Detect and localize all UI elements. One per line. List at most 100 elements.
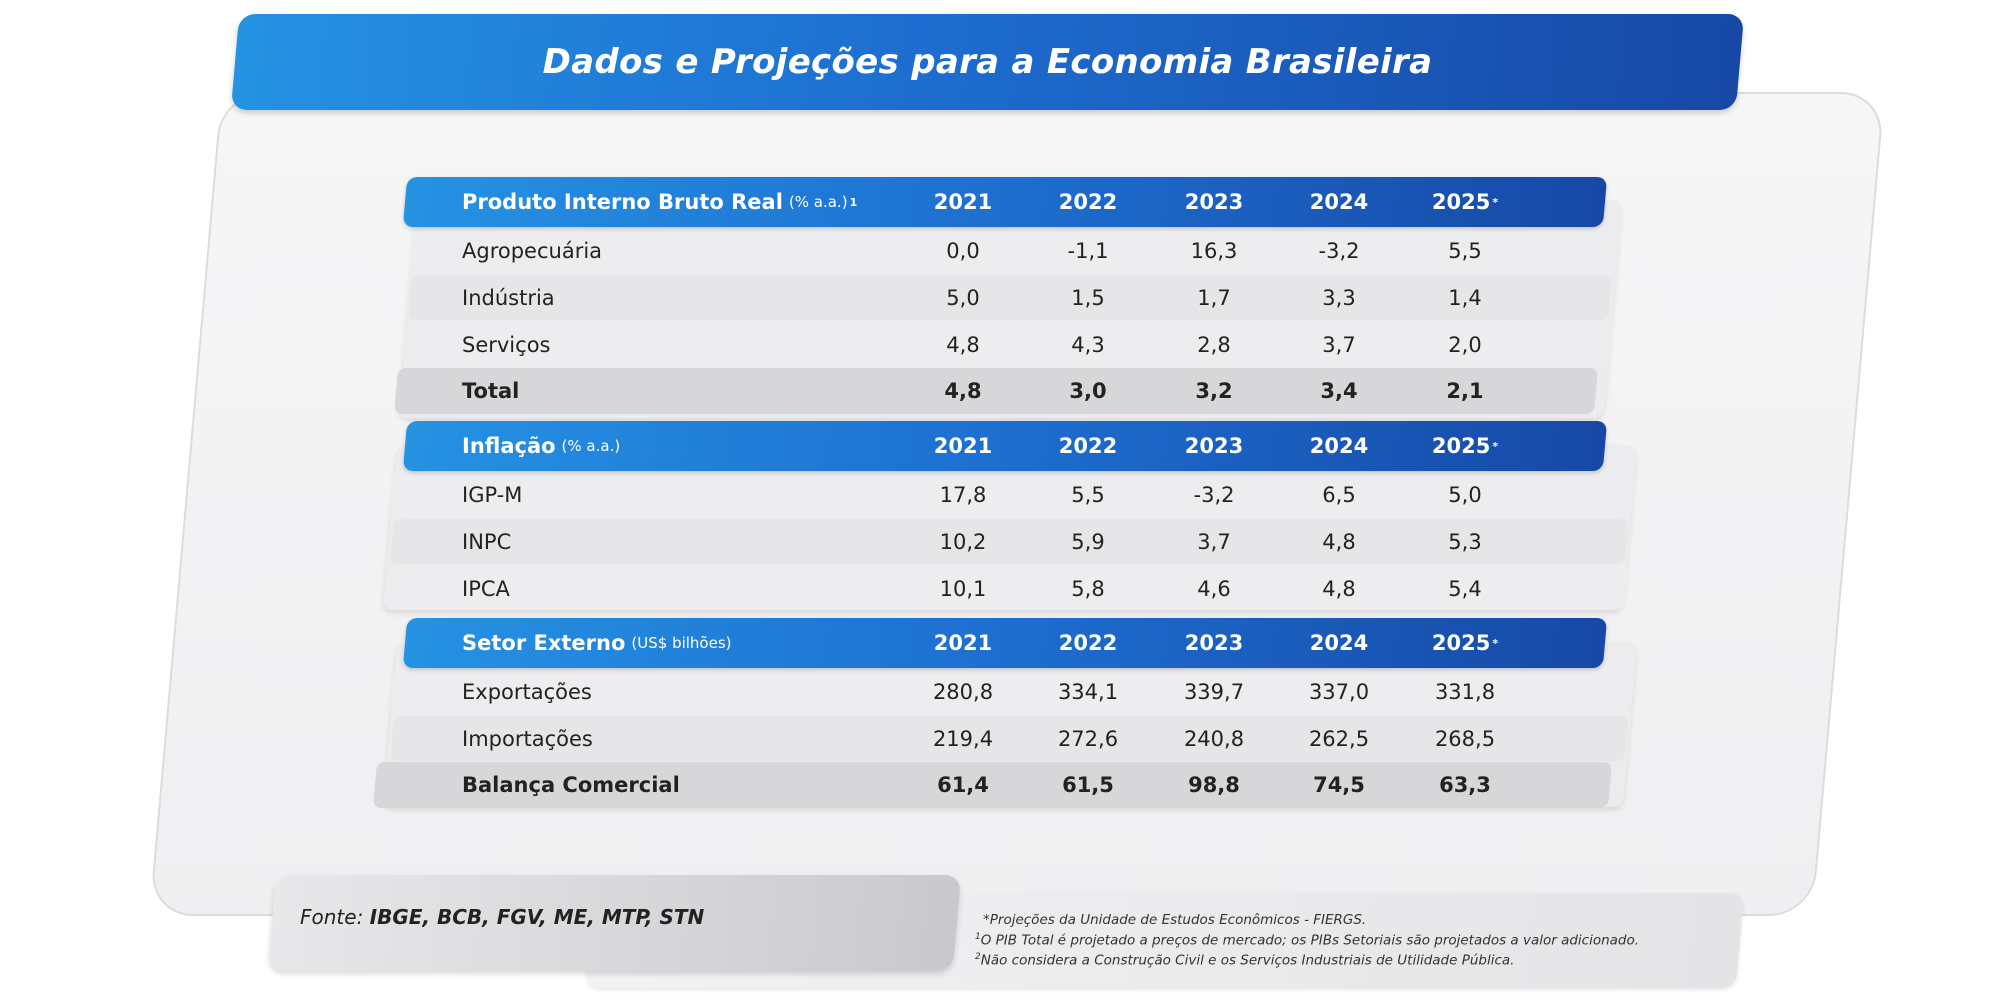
footnote-2: 2Não considera a Construção Civil e os S… (975, 952, 1514, 969)
value-cell: 4,8 (1322, 530, 1356, 554)
footnote-text: O PIB Total é projetado a preços de merc… (980, 932, 1640, 949)
total-label: Total (462, 379, 520, 403)
footnote-mark: 2 (975, 952, 981, 962)
total-label: Balança Comercial (462, 773, 680, 797)
row-label: Serviços (462, 333, 551, 357)
year-header-projection: 2025 * (1410, 177, 1520, 227)
footnote-text: Não considera a Construção Civil e os Se… (980, 952, 1515, 969)
value-cell: 5,8 (1071, 577, 1105, 601)
inflacao-header-label: Inflação (% a.a.) (462, 421, 620, 471)
value-cell: 3,7 (1197, 530, 1231, 554)
year-header-projection: 2025 * (1410, 421, 1520, 471)
row-label: IPCA (462, 577, 510, 601)
value-cell: 268,5 (1434, 727, 1496, 751)
projection-mark: * (1492, 439, 1499, 453)
section-unit: (US$ bilhões) (631, 634, 732, 652)
value-cell: 16,3 (1190, 239, 1238, 263)
section-title: Produto Interno Bruto Real (462, 190, 783, 214)
value-cell: 1,5 (1071, 286, 1105, 310)
value-cell: 334,1 (1057, 680, 1119, 704)
total-value: 61,5 (1062, 773, 1114, 797)
year-header-projection: 2025 * (1410, 618, 1520, 668)
value-cell: 1,7 (1197, 286, 1231, 310)
year-header: 2023 (1184, 631, 1244, 655)
footnote-text: Projeções da Unidade de Estudos Econômic… (989, 912, 1367, 928)
footnote-mark: * (983, 912, 990, 928)
total-value: 3,4 (1320, 379, 1358, 403)
section-title: Inflação (462, 434, 556, 458)
row-label: Agropecuária (462, 239, 603, 263)
year-label: 2025 (1431, 631, 1491, 655)
row-label: INPC (462, 530, 512, 554)
value-cell: 6,5 (1322, 483, 1356, 507)
value-cell: 4,8 (946, 333, 980, 357)
value-cell: 5,0 (1448, 483, 1482, 507)
year-header: 2022 (1058, 190, 1118, 214)
value-cell: 337,0 (1308, 680, 1370, 704)
row-label: Indústria (462, 286, 555, 310)
value-cell: -3,2 (1193, 483, 1235, 507)
total-value: 4,8 (944, 379, 982, 403)
value-cell: -1,1 (1067, 239, 1109, 263)
value-cell: 4,3 (1071, 333, 1105, 357)
value-cell: 5,5 (1448, 239, 1482, 263)
value-cell: 4,8 (1322, 577, 1356, 601)
value-cell: 339,7 (1183, 680, 1245, 704)
value-cell: 10,1 (939, 577, 987, 601)
total-value: 61,4 (937, 773, 989, 797)
year-header: 2021 (933, 631, 993, 655)
section-unit: (% a.a.) (788, 193, 848, 211)
value-cell: 17,8 (939, 483, 987, 507)
value-cell: 240,8 (1183, 727, 1245, 751)
value-cell: 280,8 (932, 680, 994, 704)
footnote-1: 1O PIB Total é projetado a preços de mer… (975, 932, 1639, 949)
projection-mark: * (1492, 195, 1499, 209)
year-header: 2023 (1184, 190, 1244, 214)
row-label: Importações (462, 727, 593, 751)
year-header: 2024 (1309, 434, 1369, 458)
value-cell: 0,0 (946, 239, 980, 263)
value-cell: 3,3 (1322, 286, 1356, 310)
footnote-mark: 1 (975, 932, 981, 942)
year-header: 2023 (1184, 434, 1244, 458)
section-title: Setor Externo (462, 631, 626, 655)
source-list: IBGE, BCB, FGV, ME, MTP, STN (369, 905, 705, 929)
year-label: 2025 (1431, 434, 1491, 458)
value-cell: 4,6 (1197, 577, 1231, 601)
value-cell: 2,8 (1197, 333, 1231, 357)
row-label: IGP-M (462, 483, 523, 507)
value-cell: 5,3 (1448, 530, 1482, 554)
value-cell: 3,7 (1322, 333, 1356, 357)
value-cell: 5,5 (1071, 483, 1105, 507)
value-cell: -3,2 (1318, 239, 1360, 263)
source-text: Fonte: IBGE, BCB, FGV, ME, MTP, STN (300, 905, 704, 929)
footnote-mark: 1 (849, 195, 858, 209)
value-cell: 219,4 (932, 727, 994, 751)
value-cell: 5,4 (1448, 577, 1482, 601)
total-value: 3,0 (1069, 379, 1107, 403)
value-cell: 1,4 (1448, 286, 1482, 310)
value-cell: 5,0 (946, 286, 980, 310)
year-header: 2024 (1309, 190, 1369, 214)
value-cell: 10,2 (939, 530, 987, 554)
year-header: 2021 (933, 434, 993, 458)
page-title: Dados e Projeções para a Economia Brasil… (542, 42, 1433, 82)
value-cell: 262,5 (1308, 727, 1370, 751)
value-cell: 5,9 (1071, 530, 1105, 554)
value-cell: 272,6 (1057, 727, 1119, 751)
year-label: 2025 (1431, 190, 1491, 214)
year-header: 2022 (1058, 434, 1118, 458)
section-unit: (% a.a.) (561, 437, 621, 455)
source-prefix: Fonte: (300, 905, 364, 929)
total-value: 98,8 (1188, 773, 1240, 797)
year-header: 2022 (1058, 631, 1118, 655)
value-cell: 2,0 (1448, 333, 1482, 357)
projection-mark: * (1492, 636, 1499, 650)
setor-externo-header-label: Setor Externo (US$ bilhões) (462, 618, 732, 668)
value-cell: 331,8 (1434, 680, 1496, 704)
total-value: 3,2 (1195, 379, 1233, 403)
footnote-projection: *Projeções da Unidade de Estudos Econômi… (983, 912, 1366, 928)
pib-header-label: Produto Interno Bruto Real (% a.a.) 1 (462, 177, 857, 227)
year-header: 2024 (1309, 631, 1369, 655)
total-value: 74,5 (1313, 773, 1365, 797)
